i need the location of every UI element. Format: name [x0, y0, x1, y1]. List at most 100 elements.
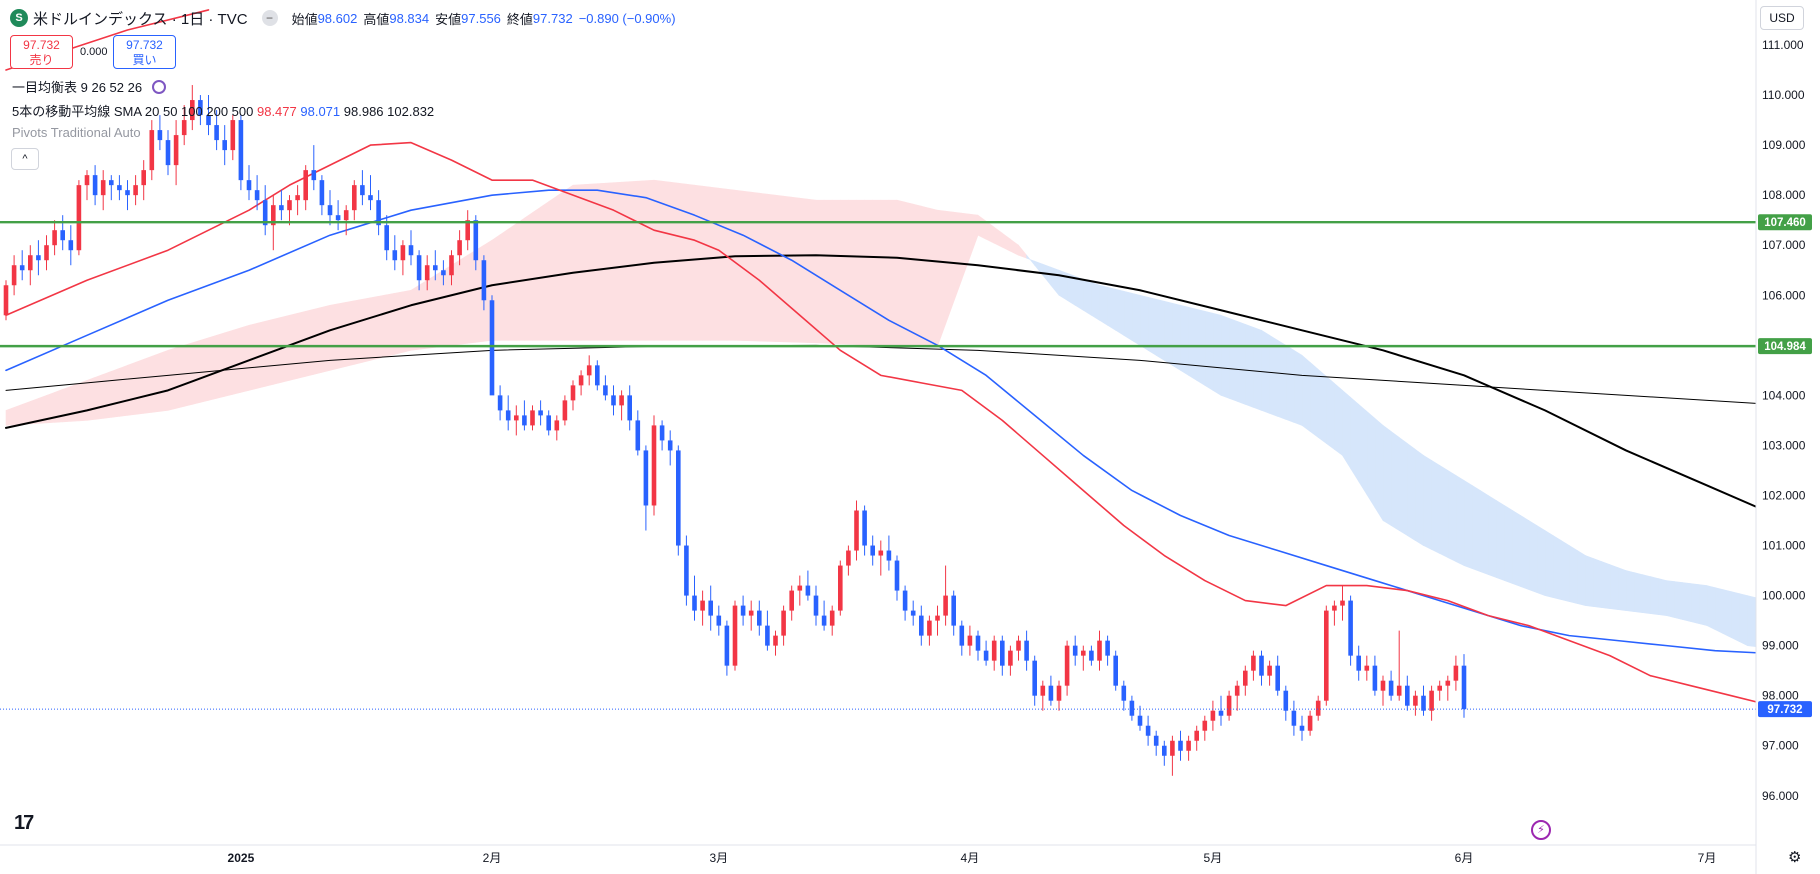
cloud-segment — [200, 337, 209, 403]
cloud-segment — [1674, 581, 1683, 620]
x-tick-label: 5月 — [1204, 851, 1223, 865]
pivots-legend[interactable]: Pivots Traditional Auto — [12, 125, 141, 140]
close-label: 終値 — [506, 11, 533, 27]
candle-body — [1210, 710, 1216, 721]
candle-body — [1162, 745, 1167, 756]
sell-button[interactable]: 97.732 売り — [10, 35, 73, 69]
y-tick-label: 111.000 — [1762, 38, 1804, 52]
cloud-segment — [1569, 544, 1578, 604]
candle-body — [230, 120, 236, 151]
cloud-segment — [532, 206, 541, 341]
candle-body — [781, 610, 786, 636]
candle-body — [740, 605, 746, 616]
candle-body — [1072, 645, 1078, 656]
candle-body — [765, 625, 770, 646]
change-value: −0.890 (−0.90%) — [578, 10, 676, 26]
candle-body — [489, 300, 495, 396]
cloud-segment — [1471, 484, 1481, 572]
candle-body — [829, 610, 835, 626]
candle-body — [902, 590, 908, 611]
cloud-segment — [143, 355, 153, 414]
candle-body — [36, 255, 41, 261]
cloud-segment — [1431, 459, 1440, 555]
candle-body — [983, 650, 989, 661]
x-tick-label: 3月 — [709, 851, 728, 865]
candle-body — [1202, 720, 1208, 731]
candle-body — [214, 125, 219, 141]
cloud-segment — [1398, 436, 1408, 537]
price-axis: 111.000 110.000 109.000 108.000 107.000 106.0… — [1762, 38, 1806, 803]
lightning-icon[interactable]: ⚡ — [1531, 820, 1551, 840]
spread-value: 0.000 — [80, 46, 108, 58]
cloud-segment — [21, 400, 31, 425]
cloud-segment — [580, 183, 590, 341]
cloud-segment — [13, 403, 23, 426]
candle-body — [716, 615, 722, 626]
candle-body — [497, 395, 503, 411]
cloud-segment — [159, 349, 169, 412]
candle-body — [1396, 685, 1402, 696]
y-tick-label: 106.000 — [1762, 288, 1806, 302]
y-tick-label: 97.000 — [1762, 739, 1799, 753]
candle-body — [473, 220, 479, 261]
cloud-segment — [1577, 550, 1586, 606]
symbol-icon: S — [10, 9, 28, 27]
cloud-segment — [645, 179, 655, 341]
candle-body — [68, 240, 74, 251]
candle-body — [1445, 680, 1451, 686]
candle-body — [732, 605, 738, 666]
cloud-segment — [904, 201, 914, 347]
cloud-segment — [1609, 564, 1619, 610]
sma50-value: 98.071 — [300, 104, 341, 119]
candle-body — [92, 175, 98, 196]
cloud-segment — [1512, 509, 1521, 588]
candle-body — [1056, 685, 1062, 701]
cloud-segment — [1374, 417, 1384, 522]
cloud-segment — [1220, 314, 1230, 399]
collapse-legend-button[interactable]: ^ — [11, 148, 39, 170]
x-tick-label: 4月 — [961, 851, 980, 865]
candle-body — [1461, 665, 1467, 710]
candle-body — [1332, 605, 1337, 611]
symbol-title[interactable]: 米ドルインデックス · 1日 · TVC — [33, 10, 248, 28]
cloud-segment — [1139, 294, 1149, 351]
cloud-segment — [337, 301, 347, 369]
cloud-segment — [1641, 574, 1651, 614]
candle-body — [1356, 655, 1361, 671]
candle-body — [943, 595, 948, 616]
cloud-segment — [783, 195, 793, 343]
buy-button[interactable]: 97.732 買い — [113, 35, 176, 69]
cloud-segment — [1293, 349, 1303, 426]
candle-body — [125, 190, 130, 196]
sma-legend[interactable]: 5本の移動平均線 SMA 20 50 100 200 500 98.477 98… — [12, 101, 434, 120]
candle-body — [724, 625, 730, 666]
candle-body — [262, 200, 268, 226]
cloud-segment — [1115, 288, 1125, 336]
candle-body — [700, 600, 705, 611]
cloud-segment — [127, 361, 136, 416]
candle-body — [684, 545, 689, 596]
candle-body — [789, 590, 794, 611]
currency-button[interactable]: USD — [1760, 6, 1804, 30]
cloud-segment — [1253, 326, 1262, 411]
candle-body — [578, 375, 584, 386]
candlesticks — [3, 85, 1467, 776]
price-tag-label: 104.984 — [1764, 341, 1806, 353]
cloud-segment — [1593, 558, 1602, 608]
candle-body — [157, 130, 163, 141]
ichimoku-legend[interactable]: 一目均衡表 9 26 52 26 — [12, 77, 166, 96]
refresh-icon[interactable] — [151, 80, 166, 94]
cloud-segment — [1601, 561, 1611, 609]
gear-icon[interactable]: ⚙ — [1788, 849, 1802, 866]
cloud-segment — [1131, 292, 1141, 346]
cloud-segment — [775, 194, 784, 343]
candle-body — [627, 395, 632, 421]
cloud-segment — [1528, 519, 1538, 594]
buy-label: 買い — [132, 53, 157, 67]
tradingview-logo: 17 — [14, 812, 34, 834]
cloud-segment — [1196, 308, 1206, 386]
cloud-segment — [605, 182, 614, 341]
minus-icon[interactable]: − — [261, 10, 278, 26]
candle-body — [287, 200, 292, 211]
